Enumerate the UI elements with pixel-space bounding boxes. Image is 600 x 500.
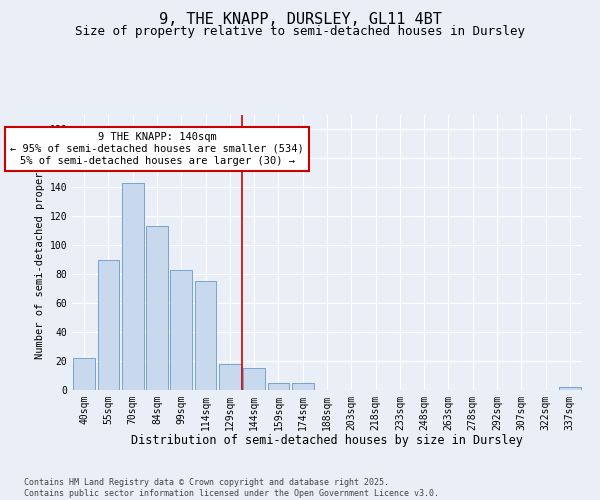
- Bar: [219, 364, 241, 390]
- Y-axis label: Number of semi-detached properties: Number of semi-detached properties: [35, 146, 46, 359]
- Text: 9, THE KNAPP, DURSLEY, GL11 4BT: 9, THE KNAPP, DURSLEY, GL11 4BT: [158, 12, 442, 28]
- Bar: [73, 358, 95, 390]
- X-axis label: Distribution of semi-detached houses by size in Dursley: Distribution of semi-detached houses by …: [131, 434, 523, 448]
- Bar: [122, 183, 143, 390]
- Bar: [194, 282, 217, 390]
- Text: Contains HM Land Registry data © Crown copyright and database right 2025.
Contai: Contains HM Land Registry data © Crown c…: [24, 478, 439, 498]
- Bar: [268, 383, 289, 390]
- Bar: [559, 387, 581, 390]
- Text: 9 THE KNAPP: 140sqm
← 95% of semi-detached houses are smaller (534)
5% of semi-d: 9 THE KNAPP: 140sqm ← 95% of semi-detach…: [10, 132, 304, 166]
- Bar: [146, 226, 168, 390]
- Bar: [170, 270, 192, 390]
- Bar: [97, 260, 119, 390]
- Bar: [292, 383, 314, 390]
- Text: Size of property relative to semi-detached houses in Dursley: Size of property relative to semi-detach…: [75, 25, 525, 38]
- Bar: [243, 368, 265, 390]
